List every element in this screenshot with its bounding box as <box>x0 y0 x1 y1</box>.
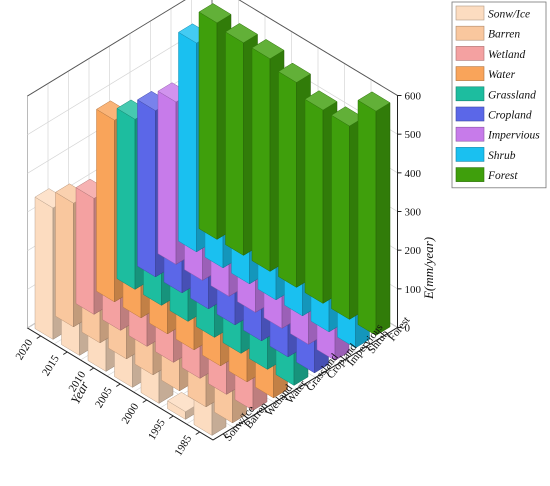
y-tick <box>284 395 289 401</box>
legend-label: Shrub <box>488 150 516 162</box>
legend-swatch <box>455 106 485 122</box>
bar-face-top <box>278 62 311 83</box>
y-tick <box>304 383 309 388</box>
x-tick <box>36 335 42 339</box>
bar-face-left <box>331 114 350 320</box>
bar-face-left <box>304 98 324 304</box>
y-tick <box>345 358 350 363</box>
z-tick-label: 400 <box>405 168 422 180</box>
bar-face-left <box>96 108 115 303</box>
x-tick <box>62 351 68 355</box>
z-tick-label: 300 <box>405 207 422 219</box>
y-tick <box>263 408 268 413</box>
y-tick <box>222 433 227 438</box>
bar-face-left <box>34 196 54 340</box>
y-tick <box>386 333 391 338</box>
x-tick-label: 2020 <box>13 337 35 362</box>
legend-swatch <box>455 46 485 61</box>
bar-face-top <box>357 91 391 112</box>
legend-label: Cropland <box>488 110 532 122</box>
x-tick-label: 1985 <box>172 433 194 458</box>
x-tick <box>195 431 201 435</box>
legend-label: Grassland <box>488 89 536 101</box>
legend-swatch <box>455 25 485 41</box>
bar-face-top <box>304 90 338 111</box>
legend-label: Water <box>488 69 516 81</box>
legend-label: Impervious <box>487 130 540 142</box>
x-tick <box>89 367 95 371</box>
y-tick <box>325 370 330 376</box>
legend-label: Forest <box>487 170 518 182</box>
bar-face-top <box>198 3 232 24</box>
z-tick-label: 600 <box>405 91 422 103</box>
legend-label: Barren <box>488 29 520 41</box>
z-axis-title: E(mm/year) <box>421 237 436 300</box>
legend-swatch <box>455 66 485 81</box>
x-tick-label: 2015 <box>40 353 62 378</box>
legend-swatch <box>455 5 485 21</box>
x-tick <box>142 399 148 403</box>
z-tick-label: 100 <box>405 284 422 296</box>
legend-swatch <box>455 86 485 102</box>
y-tick <box>243 420 248 426</box>
x-tick <box>168 415 174 419</box>
bar-layer <box>34 3 391 436</box>
bar-face-left <box>278 71 297 288</box>
bar-face-top <box>251 39 285 60</box>
bar-face-left <box>157 90 177 265</box>
legend: Sonw/Ice Barren Wetland Water Grassland Cropl… <box>451 1 547 189</box>
bar-face-left <box>75 187 95 315</box>
bar-face-top <box>225 23 258 44</box>
bar-face-left <box>116 107 136 290</box>
z-tick-label: 500 <box>405 129 422 141</box>
bar-face-left <box>198 11 218 240</box>
z-tick-label: 200 <box>405 245 422 257</box>
x-tick-label: 2005 <box>93 385 115 410</box>
legend-swatch <box>455 167 485 182</box>
y-tick <box>366 345 371 351</box>
x-tick-label: 1995 <box>146 417 168 442</box>
z-tick-label: 0 <box>405 323 411 335</box>
x-tick-label: 2000 <box>119 401 141 426</box>
x-tick <box>115 383 121 387</box>
legend-swatch <box>455 126 485 142</box>
wall-frame <box>27 0 398 97</box>
legend-label: Sonw/Ice <box>488 9 530 21</box>
bar-face-right <box>375 102 391 336</box>
bar-face-left <box>357 99 377 336</box>
bar-face-left <box>55 191 74 328</box>
bar-face-left <box>137 99 156 278</box>
bar-face-left <box>178 31 197 253</box>
legend-label: Wetland <box>488 49 526 61</box>
bar-face-left <box>225 31 244 256</box>
legend-swatch <box>455 147 485 162</box>
bar-face-left <box>251 47 271 272</box>
bar <box>357 91 391 336</box>
